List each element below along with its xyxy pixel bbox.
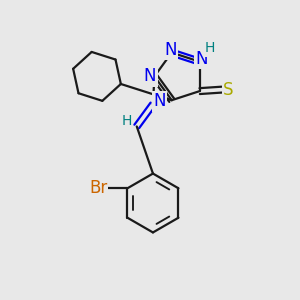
Text: H: H <box>121 114 132 128</box>
Text: N: N <box>195 50 207 68</box>
Text: N: N <box>164 40 176 58</box>
Text: H: H <box>205 41 215 56</box>
Text: Br: Br <box>89 179 107 197</box>
Text: N: N <box>153 92 166 110</box>
Text: N: N <box>144 68 156 85</box>
Text: S: S <box>223 81 233 99</box>
